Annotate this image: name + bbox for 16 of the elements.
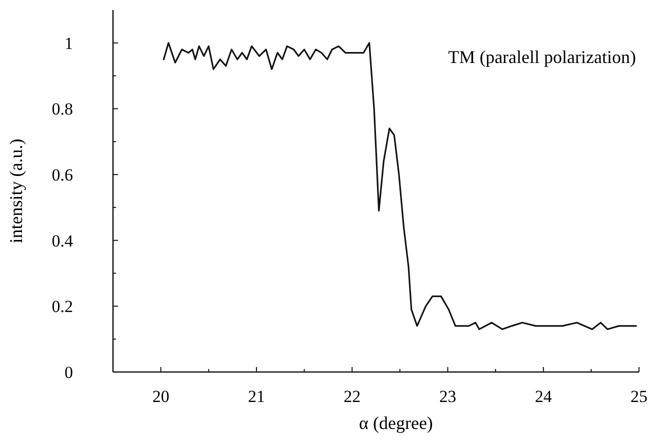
line-series xyxy=(162,42,637,330)
y-tick-label: 0.4 xyxy=(52,231,74,250)
x-tick-label: 25 xyxy=(630,387,648,406)
y-tick-label: 0.8 xyxy=(52,100,73,119)
x-tick-label: 20 xyxy=(152,387,170,406)
x-tick-label: 21 xyxy=(248,387,265,406)
x-axis-title: α (degree) xyxy=(359,413,433,433)
y-tick-label: 0.6 xyxy=(52,166,73,185)
annotation: TM (paralell polarization) xyxy=(448,47,636,67)
y-tick-label: 0 xyxy=(64,363,73,382)
x-tick-label: 23 xyxy=(439,387,456,406)
y-tick-label: 0.2 xyxy=(52,297,73,316)
x-tick-label: 24 xyxy=(534,387,552,406)
x-tick-label: 22 xyxy=(344,387,361,406)
y-axis-title: intensity (a.u.) xyxy=(6,138,26,244)
y-tick-label: 1 xyxy=(64,34,73,53)
